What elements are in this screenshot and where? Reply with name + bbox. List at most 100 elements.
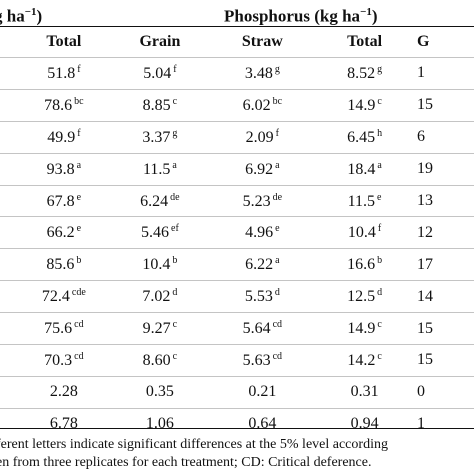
table-cell: 0.94: [312, 407, 417, 440]
table-row: 78.6 bc 8.85 c 6.02 bc 14.9 c 15: [0, 88, 474, 122]
cell-value: 75.6: [44, 320, 73, 338]
table-row: 6.78 1.06 0.64 0.94 1: [0, 407, 474, 440]
column-header-row: Total Grain Straw Total G: [0, 27, 474, 58]
significance-letter: e: [76, 191, 82, 203]
cell-value: 10.4: [347, 224, 376, 242]
column-header-straw-p: Straw: [241, 33, 283, 50]
row-lead-cell: [0, 312, 21, 345]
table-row: 72.4 cde 7.02 d 5.53 d 12.5 d 14: [0, 280, 474, 313]
table-cell: 12: [416, 216, 474, 249]
cell-value: 72.4: [41, 288, 70, 306]
table-cell: 5.53 d: [212, 280, 313, 313]
row-lead-cell: [0, 344, 21, 377]
cell-value: 51.8: [47, 64, 76, 82]
table-cell: 72.4 cde: [20, 280, 108, 313]
significance-letter: c: [172, 95, 178, 107]
cell-value: 15: [416, 319, 433, 337]
table-cell: 9.27 c: [107, 312, 213, 345]
cell-value: 0.94: [350, 415, 379, 433]
cell-value: 14.9: [347, 320, 376, 338]
table-row: 51.8 f 5.04 f 3.48 g 8.52 g 1: [0, 57, 474, 90]
table-cell: 49.9 f: [20, 120, 108, 154]
row-lead-cell: [0, 184, 21, 217]
significance-letter: b: [76, 255, 82, 267]
table-cell: 5.63 cd: [212, 344, 313, 377]
table-cell: 8.52 g: [312, 57, 417, 90]
cell-value: 11.5: [142, 160, 171, 178]
table-cell: 10.4 b: [107, 248, 213, 281]
table-cell: 14.9 c: [312, 312, 417, 345]
row-lead-cell: [0, 280, 21, 313]
table-cell: 0.64: [212, 407, 313, 440]
table-cell: 11.5 e: [312, 184, 417, 217]
table-cell: 12.5 d: [312, 280, 417, 313]
table-cell: 6.02 bc: [212, 88, 313, 122]
cell-value: 6.02: [242, 96, 271, 114]
cell-value: 5.04: [143, 64, 172, 82]
column-header-lead: [0, 27, 20, 58]
significance-letter: a: [377, 159, 382, 171]
table-row: 75.6 cd 9.27 c 5.64 cd 14.9 c 15: [0, 312, 474, 345]
left-unit-close: ): [36, 6, 43, 26]
cell-value: 5.53: [244, 288, 273, 306]
significance-letter: de: [170, 191, 180, 203]
significance-letter: c: [172, 319, 178, 331]
cell-value: 15: [416, 96, 433, 114]
table-cell: 14.9 c: [312, 88, 417, 122]
significance-letter: cd: [272, 319, 283, 331]
cell-value: 13: [416, 192, 433, 209]
table-cell: 2.28: [20, 375, 108, 409]
cell-value: 6: [416, 128, 425, 146]
cell-value: 15: [416, 351, 433, 369]
table-row: 85.6 b 10.4 b 6.22 a 16.6 b 17: [0, 248, 474, 281]
table-cell: 6.78: [20, 407, 108, 440]
left-unit-exponent: −1: [24, 6, 37, 18]
column-header-grain-next: G: [416, 33, 430, 50]
cell-value: 6.78: [49, 415, 78, 433]
significance-letter: bc: [74, 95, 84, 107]
cell-value: 4.96: [245, 224, 274, 242]
table-cell: 6: [416, 120, 474, 154]
table-cell: 13: [416, 184, 474, 217]
left-unit-base: g ha: [0, 6, 25, 26]
table-cell: 1.06: [107, 407, 213, 440]
significance-letter: d: [172, 287, 178, 299]
table-cell: 6.24 de: [107, 184, 213, 217]
cell-value: 16.6: [347, 256, 376, 274]
phosphorus-label: Phosphorus (kg ha: [224, 6, 361, 26]
table-cell: 16.6 b: [312, 248, 417, 281]
cell-value: 12.5: [347, 288, 376, 306]
cell-value: 14: [416, 287, 433, 305]
table-cell: 2.09 f: [212, 120, 313, 154]
table-row: 2.28 0.35 0.21 0.31 0: [0, 375, 474, 409]
cell-value: 6.92: [245, 160, 274, 178]
significance-letter: f: [275, 127, 279, 139]
table-cell: 8.85 c: [107, 88, 213, 122]
cell-value: 70.3: [44, 351, 73, 369]
significance-letter: ef: [171, 223, 179, 235]
table-cell: 5.23 de: [212, 184, 313, 217]
table-cell: 1: [416, 57, 474, 90]
cell-value: 3.37: [142, 128, 171, 146]
table-cell: 6.92 a: [212, 152, 313, 186]
column-header-grain-p: Grain: [139, 33, 181, 50]
significance-letter: a: [76, 159, 82, 171]
table-cell: 78.6 bc: [20, 88, 108, 122]
table-cell: 0.21: [212, 375, 313, 409]
cell-value: 5.63: [242, 351, 271, 369]
table-cell: 7.02 d: [107, 280, 213, 313]
table-cell: 14: [416, 280, 474, 313]
table-cell: 1: [416, 407, 474, 440]
cell-value: 6.45: [347, 128, 376, 146]
row-lead-cell: [0, 57, 21, 90]
table-cell: 0: [416, 375, 474, 409]
table-cell: 5.64 cd: [212, 312, 313, 345]
cell-value: 14.9: [347, 96, 376, 114]
cell-value: 0.64: [248, 415, 277, 433]
phosphorus-close: ): [371, 6, 378, 26]
cell-value: 5.64: [242, 320, 271, 338]
cell-value: 7.02: [142, 288, 171, 306]
cell-value: 12: [416, 223, 433, 241]
table-row: 93.8 a 11.5 a 6.92 a 18.4 a 19: [0, 152, 474, 186]
significance-letter: e: [76, 223, 82, 235]
